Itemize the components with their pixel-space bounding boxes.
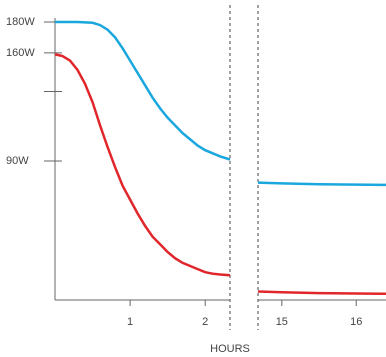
line-series [257,290,386,296]
x-tick-label: 16 [350,316,362,328]
x-tick-label: 1 [127,316,133,328]
line-series [54,53,231,277]
line-series [55,20,231,161]
line-series [257,181,386,187]
y-tick-label: 160W [6,47,35,59]
y-tick-label: 180W [6,16,35,28]
y-tick-label: 90W [6,155,29,167]
x-axis-label: HOURS [210,343,250,355]
x-tick-label: 15 [276,316,288,328]
x-tick-label: 2 [202,316,208,328]
